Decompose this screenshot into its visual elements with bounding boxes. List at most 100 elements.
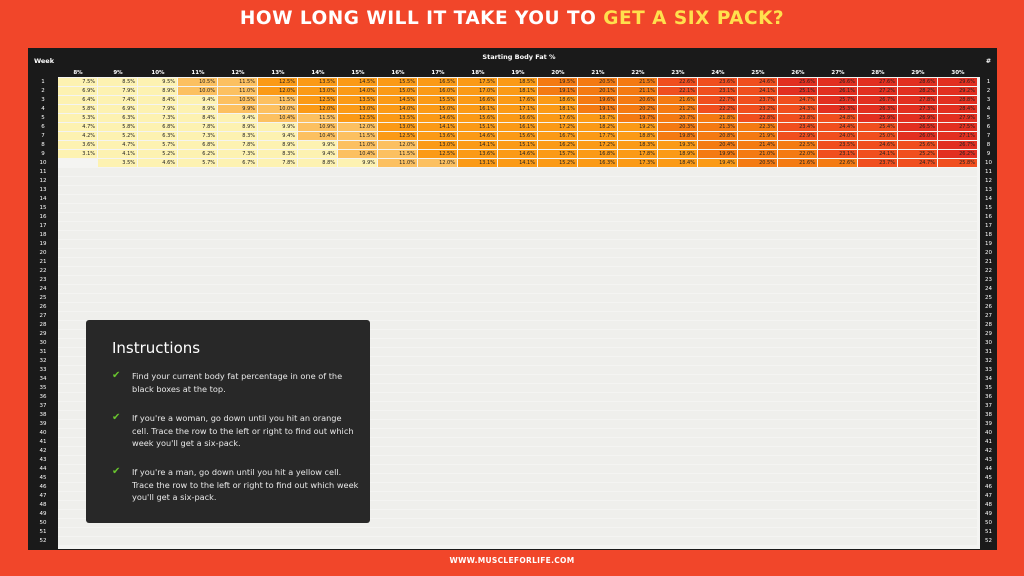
table-row [58, 465, 977, 473]
week-label-right: 15 [985, 205, 992, 211]
table-cell: 21.2% [658, 105, 697, 113]
table-cell: 7.9% [98, 87, 137, 95]
week-label: 7 [41, 133, 45, 139]
column-header: 8% [73, 70, 83, 76]
table-cell: 19.8% [658, 132, 697, 140]
week-label-right: 38 [985, 412, 992, 418]
week-label-right: 34 [985, 376, 992, 382]
table-cell: 17.0% [458, 87, 497, 95]
instructions-title: Instructions [112, 339, 201, 357]
week-label-right: 41 [985, 439, 992, 445]
table-cell: 8.4% [138, 96, 177, 104]
table-cell: 10.4% [298, 132, 337, 140]
table-cell: 11.0% [218, 87, 257, 95]
table-cell: 28.8% [938, 96, 977, 104]
table-cell: 24.3% [778, 105, 817, 113]
table-cell: 12.5% [258, 78, 297, 86]
table-cell: 18.4% [658, 159, 697, 167]
week-label: 44 [39, 466, 47, 472]
week-label: 31 [39, 349, 47, 355]
week-label: 9 [41, 151, 45, 157]
table-cell: 12.0% [298, 105, 337, 113]
table-cell: 27.3% [898, 105, 937, 113]
week-label-right: 11 [985, 169, 992, 175]
week-label: 41 [39, 439, 47, 445]
table-cell: 21.4% [738, 141, 777, 149]
table-row [58, 240, 977, 248]
table-cell: 13.6% [418, 132, 457, 140]
table-cell: 13.0% [298, 87, 337, 95]
table-cell: 19.4% [698, 159, 737, 167]
table-cell: 6.7% [218, 159, 257, 167]
table-cell: 21.0% [738, 150, 777, 158]
week-label: 19 [39, 241, 47, 247]
week-label-right: 37 [985, 403, 992, 409]
table-row [58, 204, 977, 212]
week-label-right: 9 [986, 151, 991, 157]
table-cell: 9.4% [178, 96, 217, 104]
table-cell: 13.0% [338, 105, 377, 113]
week-label-right: 1 [986, 79, 991, 85]
week-label: 2 [41, 88, 45, 94]
table-cell: 13.0% [378, 123, 417, 131]
table-row [58, 483, 977, 491]
week-label: 4 [41, 106, 45, 112]
table-cell: 5.7% [178, 159, 217, 167]
table-row [58, 312, 977, 320]
table-cell: 24.4% [818, 123, 857, 131]
table-cell: 8.9% [218, 123, 257, 131]
page-title: HOW LONG WILL IT TAKE YOU TO GET A SIX P… [0, 8, 1024, 29]
column-header: 25% [751, 70, 765, 76]
table-cell: 6.3% [138, 132, 177, 140]
table-cell: 22.3% [738, 123, 777, 131]
column-header: 13% [271, 70, 285, 76]
table-cell: 5.2% [138, 150, 177, 158]
table-cell: 6.4% [58, 96, 97, 104]
week-label-right: 49 [985, 511, 992, 517]
table-cell: 17.5% [458, 78, 497, 86]
column-header: 9% [113, 70, 123, 76]
week-label: 15 [39, 205, 47, 211]
table-cell: 4.1% [98, 150, 137, 158]
table-cell: 23.1% [818, 150, 857, 158]
table-cell: 27.8% [898, 96, 937, 104]
week-label: 25 [39, 295, 47, 301]
table-cell: 5.8% [98, 123, 137, 131]
table-cell: 25.0% [858, 132, 897, 140]
week-label: 5 [41, 115, 45, 121]
table-cell: 24.7% [898, 159, 937, 167]
week-label: 16 [39, 214, 47, 220]
week-label-right: 25 [985, 295, 992, 301]
week-label: 10 [39, 160, 47, 166]
table-cell: 18.1% [538, 105, 577, 113]
table-cell: 6.8% [138, 123, 177, 131]
table-cell: 7.5% [58, 78, 97, 86]
table-cell: 15.1% [498, 141, 537, 149]
table-cell: 3.1% [58, 150, 97, 158]
table-cell: 28.2% [898, 87, 937, 95]
table-row [58, 195, 977, 203]
week-label: 35 [39, 385, 47, 391]
title-part1: HOW LONG WILL IT TAKE YOU TO [239, 8, 604, 29]
table-row [58, 285, 977, 293]
table-row [58, 177, 977, 185]
week-label: 30 [39, 340, 47, 346]
table-cell: 10.4% [258, 114, 297, 122]
table-row [58, 231, 977, 239]
column-header: 24% [711, 70, 725, 76]
table-cell: 11.5% [298, 114, 337, 122]
table-cell: 7.8% [218, 141, 257, 149]
table-cell: 20.5% [738, 159, 777, 167]
table-row [58, 528, 977, 536]
body-fat-header: Starting Body Fat % [482, 53, 556, 61]
week-label: 22 [39, 268, 47, 274]
column-header: 15% [351, 70, 365, 76]
week-label: 11 [39, 169, 47, 175]
table-cell: 18.8% [618, 132, 657, 140]
table-cell: 4.2% [58, 132, 97, 140]
table-cell: 11.0% [338, 141, 377, 149]
table-cell: 26.7% [858, 96, 897, 104]
table-cell: 4.6% [138, 159, 177, 167]
week-label-right: 5 [986, 115, 991, 121]
table-cell: 16.3% [578, 159, 617, 167]
